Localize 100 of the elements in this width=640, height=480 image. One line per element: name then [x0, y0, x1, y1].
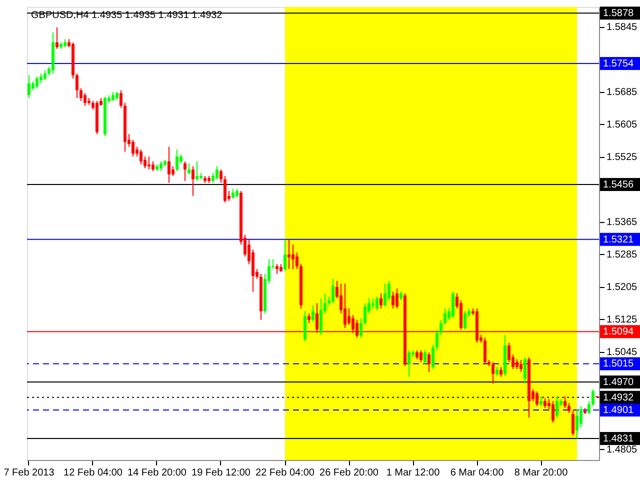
candlestick — [132, 139, 134, 158]
y-tick-label: 1.5605 — [606, 120, 638, 131]
candlestick — [508, 342, 510, 363]
candlestick — [232, 188, 234, 200]
candlestick — [376, 296, 378, 311]
candlestick — [524, 356, 526, 384]
candlestick — [392, 291, 394, 309]
candlestick — [588, 400, 590, 415]
candlestick — [296, 252, 298, 270]
candlestick — [332, 278, 334, 304]
candlestick — [44, 70, 46, 81]
candlestick — [364, 302, 366, 326]
candlestick — [592, 388, 594, 406]
candlestick — [552, 400, 554, 424]
candlestick — [320, 298, 322, 336]
candlestick — [172, 166, 174, 177]
candlestick — [360, 318, 362, 338]
ref-line-label: 1.5878 — [603, 8, 634, 20]
ref-line-label: 1.5456 — [603, 180, 634, 191]
candlestick — [196, 160, 198, 182]
ref-line-label: 1.5094 — [603, 326, 634, 338]
candlestick — [344, 283, 346, 328]
candlestick — [568, 402, 570, 414]
ref-line-label: 1.5754 — [603, 58, 634, 70]
y-tick-label: 1.4805 — [606, 444, 638, 456]
y-tick-label: 1.5205 — [606, 282, 638, 294]
y-tick-label: 1.5285 — [606, 250, 638, 261]
candlestick — [140, 149, 142, 166]
candlestick — [212, 172, 214, 184]
ref-line-label: 1.4831 — [603, 433, 634, 444]
candlestick — [540, 396, 542, 406]
candlestick — [292, 244, 294, 270]
candlestick — [408, 350, 410, 378]
candlestick — [380, 292, 382, 309]
ref-line-label: 1.5321 — [603, 234, 634, 246]
candlestick — [516, 358, 518, 370]
candlestick — [536, 390, 538, 406]
x-tick-label: 26 Feb 20:00 — [320, 468, 379, 478]
candlestick — [556, 396, 558, 418]
candlestick — [276, 264, 278, 274]
candlestick — [464, 310, 466, 330]
candlestick — [424, 350, 426, 365]
candlestick — [288, 239, 290, 270]
candlestick — [440, 319, 442, 336]
candlestick — [160, 160, 162, 172]
candlestick — [308, 312, 310, 324]
ref-line-label: 1.5015 — [603, 358, 634, 370]
candlestick — [396, 288, 398, 309]
candlestick — [84, 92, 86, 106]
y-tick-label: 1.5045 — [606, 347, 638, 358]
y-tick-label: 1.5125 — [606, 314, 638, 326]
candlestick — [452, 291, 454, 319]
x-tick-label: 19 Feb 12:00 — [192, 468, 251, 478]
candlestick — [444, 308, 446, 326]
candlestick — [136, 146, 138, 158]
candlestick — [572, 410, 574, 436]
candlestick — [148, 156, 150, 170]
candlestick — [436, 329, 438, 351]
candlestick — [176, 149, 178, 172]
y-tick-label: 1.5845 — [606, 22, 638, 33]
candlestick — [420, 350, 422, 363]
candlestick — [56, 26, 58, 50]
y-tick-label: 1.5365 — [606, 217, 638, 228]
candlestick — [28, 74, 30, 99]
candlestick — [304, 310, 306, 342]
y-tick-label: 1.5525 — [606, 152, 638, 164]
candlestick — [152, 160, 154, 172]
candlestick — [284, 239, 286, 272]
x-tick-label: 7 Feb 2013 — [4, 468, 55, 478]
ref-line-label: 1.4932 — [603, 392, 634, 404]
x-tick-label: 1 Mar 12:00 — [386, 468, 440, 478]
x-tick-label: 12 Feb 04:00 — [64, 468, 123, 478]
candlestick — [544, 398, 546, 408]
x-tick-label: 22 Feb 04:00 — [256, 468, 315, 478]
candlestick — [120, 90, 122, 108]
y-tick-label: 1.5685 — [606, 87, 638, 98]
candlestick — [80, 88, 82, 102]
candlestick — [184, 160, 186, 182]
candlestick — [76, 73, 78, 99]
candlestick — [484, 337, 486, 365]
candlestick — [384, 283, 386, 307]
candlestick — [428, 352, 430, 372]
candlestick — [520, 360, 522, 372]
candlestick — [372, 298, 374, 309]
candlestick — [500, 366, 502, 378]
candlestick — [188, 162, 190, 175]
candlestick — [576, 408, 578, 439]
candlestick — [36, 76, 38, 89]
candlestick — [216, 166, 218, 180]
candlestick — [224, 176, 226, 203]
x-tick-label: 6 Mar 04:00 — [450, 468, 504, 478]
candlestick — [564, 396, 566, 408]
ref-line-label: 1.4901 — [603, 405, 634, 416]
candlestick — [220, 169, 222, 184]
ref-line-label: 1.4970 — [603, 376, 634, 388]
candlestick — [40, 73, 42, 84]
candlestick — [492, 362, 494, 384]
candlestick — [432, 344, 434, 370]
candlestick — [312, 304, 314, 322]
candlestick — [580, 405, 582, 428]
